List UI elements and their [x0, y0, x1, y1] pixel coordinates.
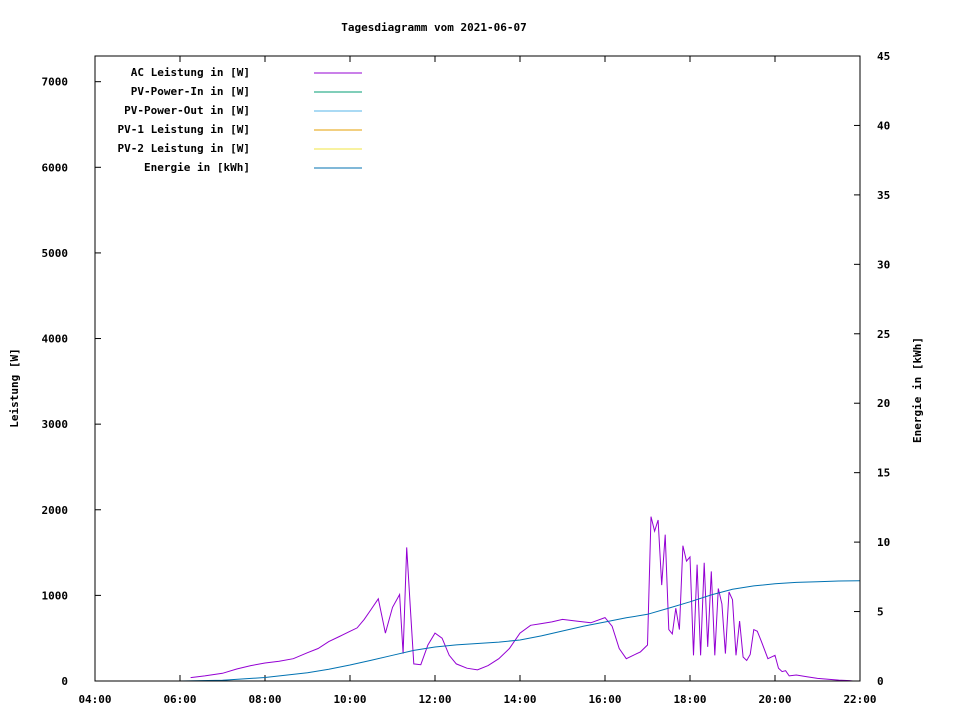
x-tick-label: 10:00 — [333, 693, 366, 706]
x-tick-label: 20:00 — [758, 693, 791, 706]
y2-tick-label: 45 — [877, 50, 890, 63]
y2-tick-label: 25 — [877, 328, 890, 341]
y-axis-label-right: Energie in [kWh] — [911, 337, 924, 443]
series-line-0 — [190, 516, 853, 682]
chart-title: Tagesdiagramm vom 2021-06-07 — [341, 21, 526, 34]
legend-label: PV-Power-Out in [W] — [124, 104, 250, 117]
y-tick-label: 6000 — [42, 161, 69, 174]
x-tick-label: 14:00 — [503, 693, 536, 706]
y-tick-label: 5000 — [42, 247, 69, 260]
y-tick-label: 4000 — [42, 333, 69, 346]
y-axis-label-left: Leistung [W] — [8, 348, 21, 427]
series-layer — [179, 516, 861, 682]
y-tick-label: 1000 — [42, 589, 69, 602]
x-tick-label: 16:00 — [588, 693, 621, 706]
x-tick-label: 06:00 — [163, 693, 196, 706]
legend: AC Leistung in [W] PV-Power-In in [W] PV-P… — [118, 66, 362, 174]
y2-tick-label: 10 — [877, 536, 890, 549]
y-tick-label: 3000 — [42, 418, 69, 431]
x-tick-label: 22:00 — [843, 693, 876, 706]
x-tick-label: 08:00 — [248, 693, 281, 706]
y2-tick-label: 35 — [877, 189, 890, 202]
legend-label: Energie in [kWh] — [144, 161, 250, 174]
y2-tick-label: 30 — [877, 258, 890, 271]
axis-ticks: 04:00 06:00 08:00 10:00 12:00 14:00 16:00 18:00… — [42, 50, 891, 706]
y2-tick-label: 5 — [877, 606, 884, 619]
y-tick-label: 0 — [61, 675, 68, 688]
y2-tick-label: 15 — [877, 467, 890, 480]
x-tick-label: 18:00 — [673, 693, 706, 706]
y2-tick-label: 20 — [877, 397, 890, 410]
legend-label: PV-Power-In in [W] — [131, 85, 250, 98]
x-tick-label: 04:00 — [78, 693, 111, 706]
plot-frame — [94, 55, 861, 682]
y-tick-label: 2000 — [42, 504, 69, 517]
x-tick-label: 12:00 — [418, 693, 451, 706]
legend-label: PV-1 Leistung in [W] — [118, 123, 250, 136]
y-tick-label: 7000 — [42, 76, 69, 89]
legend-label: PV-2 Leistung in [W] — [118, 142, 250, 155]
y2-tick-label: 40 — [877, 119, 890, 132]
y2-tick-label: 0 — [877, 675, 884, 688]
legend-label: AC Leistung in [W] — [131, 66, 250, 79]
series-line-5 — [179, 580, 861, 682]
